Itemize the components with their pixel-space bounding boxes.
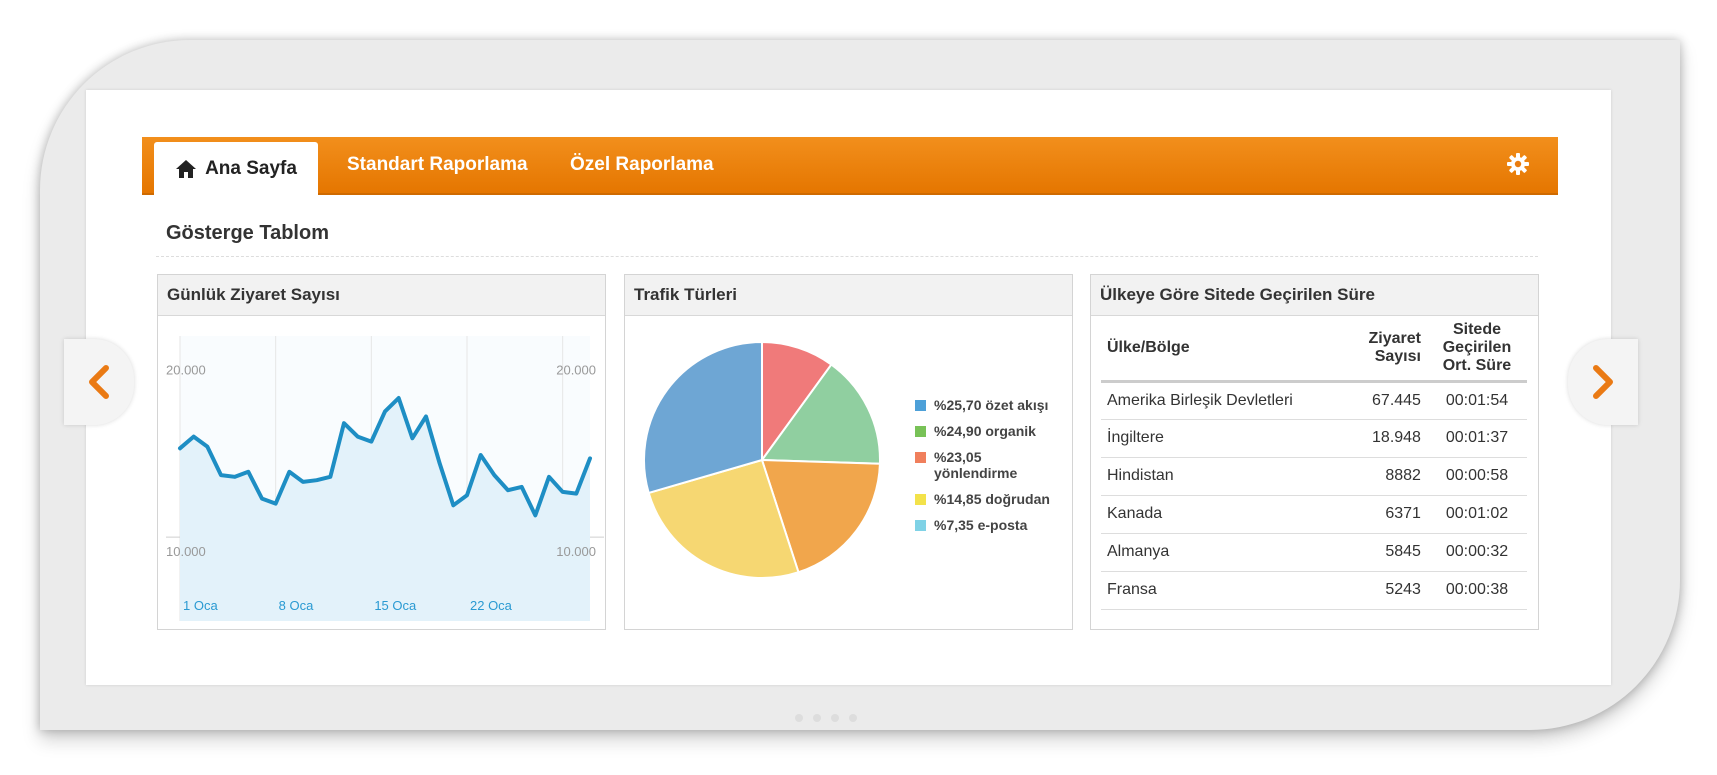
home-icon <box>176 159 197 178</box>
table-row: Kanada 6371 00:01:02 <box>1101 495 1527 534</box>
carousel-prev-button[interactable] <box>64 339 134 425</box>
cell-country: İngiltere <box>1101 419 1347 458</box>
pie-slice <box>760 458 881 574</box>
country-time-title: Ülkeye Göre Sitede Geçirilen Süre <box>1091 275 1538 316</box>
carousel-next-button[interactable] <box>1568 339 1638 425</box>
pie-slice <box>761 340 833 464</box>
carousel-pagination <box>795 714 857 722</box>
cell-avg-time: 00:00:32 <box>1426 533 1527 572</box>
column-header-visits[interactable]: Ziyaret Sayısı <box>1346 317 1427 383</box>
legend-label: %14,85 doğrudan <box>934 491 1050 507</box>
table-row: İngiltere 18.948 00:01:37 <box>1101 419 1527 458</box>
legend-item: %24,90 organik <box>915 423 1052 439</box>
cell-avg-time: 00:01:02 <box>1426 495 1527 534</box>
legend-item: %14,85 doğrudan <box>915 491 1052 507</box>
cell-country: Kanada <box>1101 495 1347 534</box>
page-title: Gösterge Tablom <box>166 222 329 244</box>
pie-slice <box>643 340 763 495</box>
pie-slice <box>760 363 881 465</box>
legend-swatch <box>915 494 926 505</box>
legend-item: %25,70 özet akışı <box>915 397 1052 413</box>
table-row: Fransa 5243 00:00:38 <box>1101 571 1527 610</box>
cell-visits: 5243 <box>1346 571 1427 610</box>
tab-home-label: Ana Sayfa <box>205 157 297 179</box>
cell-country: Amerika Birleşik Devletleri <box>1101 381 1347 420</box>
y-tick-label: 10.000 <box>556 544 596 559</box>
tab-home[interactable]: Ana Sayfa <box>154 142 318 195</box>
x-tick-label: 15 Oca <box>374 598 417 613</box>
cell-avg-time: 00:00:38 <box>1426 571 1527 610</box>
table-row: Almanya 5845 00:00:32 <box>1101 533 1527 572</box>
legend-label: %7,35 e-posta <box>934 517 1028 533</box>
table-header-row: Ülke/Bölge Ziyaret Sayısı Sitede Geçirilen… <box>1101 317 1527 383</box>
cell-country: Almanya <box>1101 533 1347 572</box>
cell-avg-time: 00:00:58 <box>1426 457 1527 496</box>
legend-swatch <box>915 520 926 531</box>
daily-visits-panel: Günlük Ziyaret Sayısı 20.000 20.000 10.000… <box>157 274 606 630</box>
tab-custom-reporting[interactable]: Özel Raporlama <box>570 154 714 175</box>
traffic-types-title: Trafik Türleri <box>625 275 1072 316</box>
carousel-dot[interactable] <box>831 714 839 722</box>
column-header-avg-time[interactable]: Sitede Geçirilen Ort. Süre <box>1426 317 1527 383</box>
top-navigation-bar: Ana Sayfa Standart Raporlama Özel Raporl… <box>142 137 1558 195</box>
y-tick-label: 20.000 <box>556 363 596 378</box>
legend-swatch <box>915 400 926 411</box>
column-header-country[interactable]: Ülke/Bölge <box>1101 317 1347 383</box>
daily-visits-chart: 20.000 20.000 10.000 10.000 1 Oca 8 Oca 15 Oca… <box>166 336 604 621</box>
daily-visits-title: Günlük Ziyaret Sayısı <box>158 275 605 316</box>
legend-item: %23,05 yönlendirme <box>915 449 1052 481</box>
cell-visits: 6371 <box>1346 495 1427 534</box>
carousel-dot[interactable] <box>813 714 821 722</box>
legend-item: %7,35 e-posta <box>915 517 1052 533</box>
carousel-dot[interactable] <box>795 714 803 722</box>
table-row: Amerika Birleşik Devletleri 67.445 00:01… <box>1101 381 1527 420</box>
legend-label: %25,70 özet akışı <box>934 397 1049 413</box>
country-time-table: Ülke/Bölge Ziyaret Sayısı Sitede Geçirilen… <box>1101 317 1527 610</box>
x-tick-label: 22 Oca <box>470 598 513 613</box>
gear-icon[interactable] <box>1506 152 1530 176</box>
traffic-types-legend: %25,70 özet akışı %24,90 organik %23,05 … <box>915 397 1052 543</box>
carousel-dot[interactable] <box>849 714 857 722</box>
pie-slice <box>647 458 800 579</box>
chevron-left-icon <box>89 365 109 399</box>
chevron-right-icon <box>1593 365 1613 399</box>
cell-avg-time: 00:01:37 <box>1426 419 1527 458</box>
table-row: Hindistan 8882 00:00:58 <box>1101 457 1527 496</box>
cell-visits: 5845 <box>1346 533 1427 572</box>
legend-label: %24,90 organik <box>934 423 1036 439</box>
visits-series-line <box>178 396 592 518</box>
area-fill <box>180 398 590 621</box>
y-tick-label: 20.000 <box>166 363 206 378</box>
tab-standard-reporting[interactable]: Standart Raporlama <box>347 154 528 175</box>
title-divider <box>156 256 1538 257</box>
x-tick-label: 8 Oca <box>279 598 314 613</box>
cell-country: Fransa <box>1101 571 1347 610</box>
traffic-types-pie-chart <box>643 340 881 579</box>
traffic-types-panel: Trafik Türleri %25,70 özet akışı %24,90 … <box>624 274 1073 630</box>
cell-avg-time: 00:01:54 <box>1426 381 1527 420</box>
cell-country: Hindistan <box>1101 457 1347 496</box>
legend-swatch <box>915 426 926 437</box>
y-tick-label: 10.000 <box>166 544 206 559</box>
legend-label: %23,05 yönlendirme <box>934 449 1018 481</box>
legend-swatch <box>915 452 926 463</box>
country-time-panel: Ülkeye Göre Sitede Geçirilen Süre Ülke/B… <box>1090 274 1539 630</box>
cell-visits: 18.948 <box>1346 419 1427 458</box>
cell-visits: 67.445 <box>1346 381 1427 420</box>
cell-visits: 8882 <box>1346 457 1427 496</box>
x-tick-label: 1 Oca <box>183 598 218 613</box>
